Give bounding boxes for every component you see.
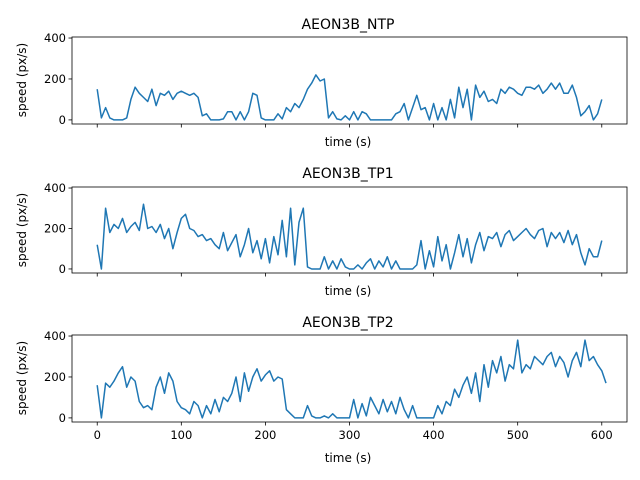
x-tick-label: 100 [170,428,192,442]
subplot-ntp: AEON3B_NTP time (s) speed (px/s) [15,17,394,149]
x-tick-label: 200 [254,428,276,442]
y-tick-label: 400 [44,329,66,343]
axes-1: 0 200 400 [44,31,628,128]
x-tick-label: 400 [423,428,445,442]
subplot-tp2: AEON3B_TP2 time (s) speed (px/s) [15,315,394,465]
y-axis-label: speed (px/s) [15,341,29,415]
x-tick-label: 300 [339,428,361,442]
subplot-title: AEON3B_NTP [302,17,395,33]
y-axis-label: speed (px/s) [15,193,29,267]
x-tick-label: 600 [591,428,613,442]
x-tick-label: 500 [507,428,529,442]
y-tick-label: 400 [44,181,66,195]
subplot-title: AEON3B_TP1 [302,166,393,182]
series-line [96,203,603,270]
subplot-tp1: AEON3B_TP1 time (s) speed (px/s) [15,166,394,298]
series-line [96,74,603,121]
y-tick-label: 200 [44,72,66,86]
y-tick-label: 200 [44,370,66,384]
series-line [96,339,607,419]
y-tick-label: 200 [44,221,66,235]
x-tick-label: 0 [94,428,101,442]
y-tick-label: 0 [59,262,66,276]
x-axis-label: time (s) [325,135,372,149]
subplot-title: AEON3B_TP2 [302,315,393,331]
y-tick-label: 0 [59,113,66,127]
y-tick-label: 400 [44,31,66,45]
axes-2: 0 200 400 [44,181,628,277]
x-axis-label: time (s) [325,284,372,298]
y-axis-label: speed (px/s) [15,43,29,117]
y-tick-label: 0 [59,411,66,425]
axes-3: 0 100 200 300 400 500 600 0 200 400 [44,329,628,442]
x-axis-label: time (s) [325,451,372,465]
